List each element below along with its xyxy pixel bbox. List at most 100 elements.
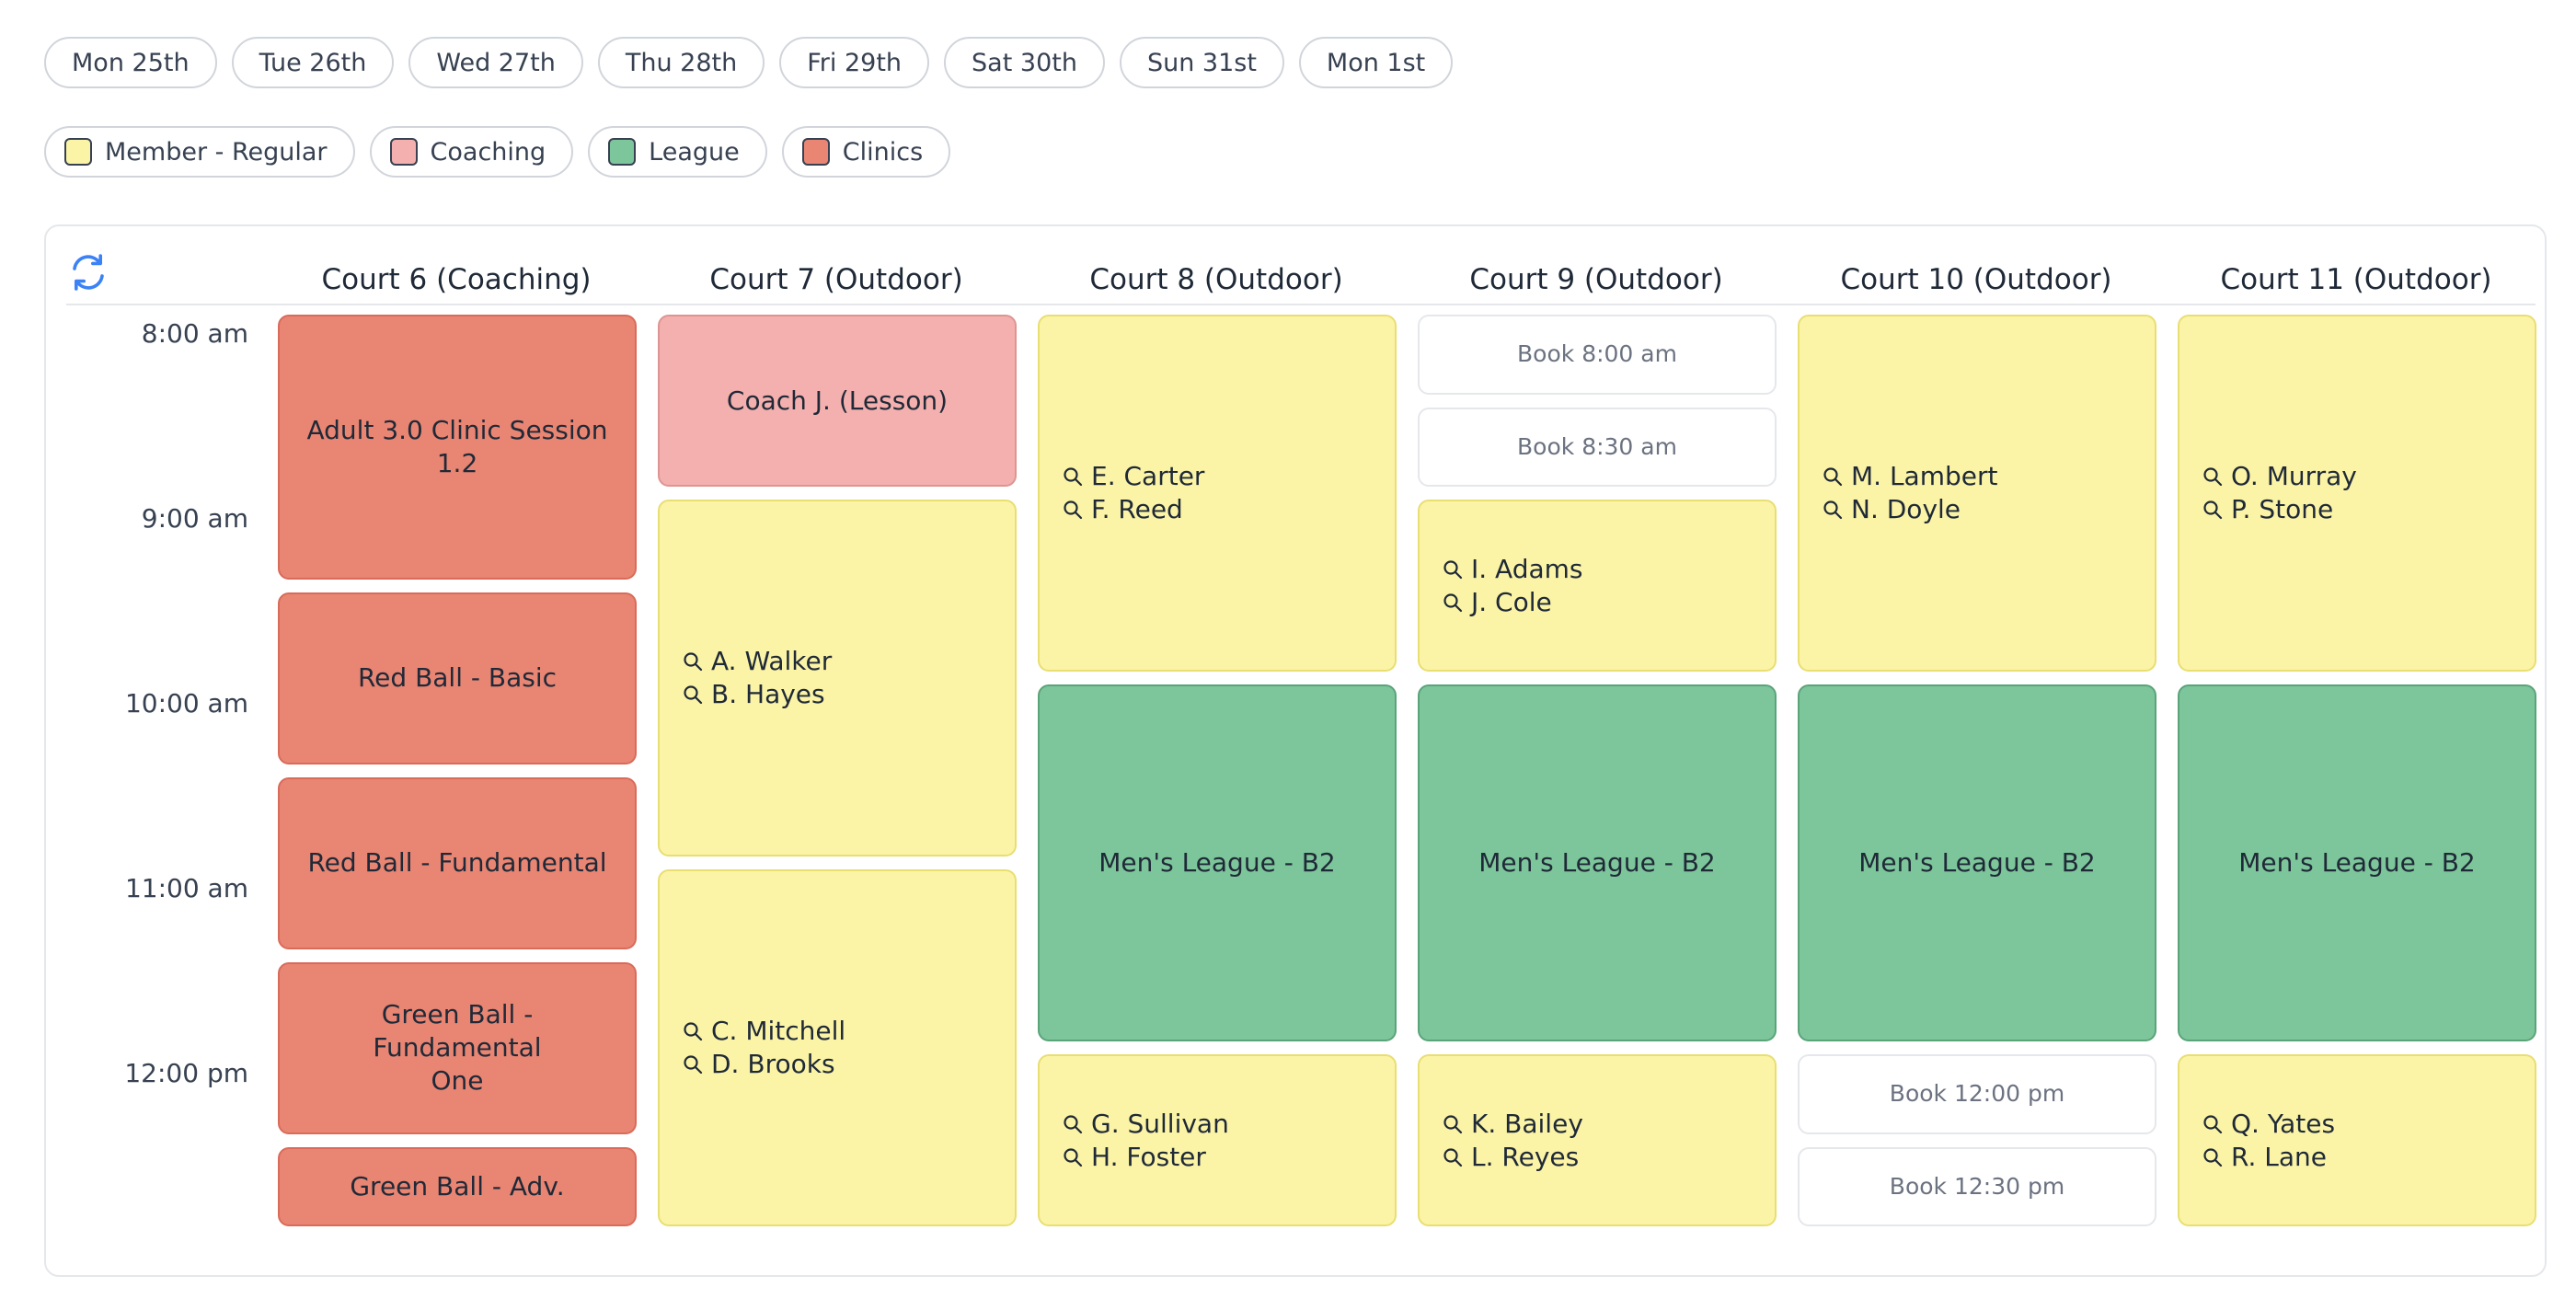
player-list: C. Mitchell D. Brooks	[682, 1015, 845, 1081]
member-slot[interactable]: Q. Yates R. Lane	[2178, 1054, 2536, 1226]
player-entry[interactable]: E. Carter	[1062, 460, 1204, 493]
player-list: A. Walker B. Hayes	[682, 645, 832, 711]
slot-label: Book 12:00 pm	[1889, 1080, 2065, 1108]
legend-label: Clinics	[842, 137, 924, 167]
day-pill[interactable]: Fri 29th	[779, 37, 930, 88]
legend-swatch	[608, 138, 637, 166]
legend-label: League	[649, 137, 740, 167]
legend-swatch	[64, 138, 92, 166]
player-entry[interactable]: Q. Yates	[2202, 1108, 2335, 1141]
member-slot[interactable]: G. Sullivan H. Foster	[1038, 1054, 1397, 1226]
player-list: M. Lambert N. Doyle	[1822, 460, 1997, 526]
player-name: N. Doyle	[1851, 494, 1961, 524]
clinic-slot[interactable]: Red Ball - Basic	[278, 592, 637, 764]
coaching-slot[interactable]: Coach J. (Lesson)	[658, 315, 1017, 487]
search-icon	[1822, 466, 1844, 488]
legend-swatch	[801, 138, 830, 166]
time-label: 11:00 am	[124, 873, 248, 903]
time-label: 8:00 am	[141, 318, 248, 349]
court-header: Court 10 (Outdoor)	[1840, 263, 2112, 296]
clinic-slot[interactable]: Green Ball - Adv.	[278, 1146, 637, 1226]
legend-swatch	[389, 138, 418, 166]
player-name: O. Murray	[2231, 461, 2357, 491]
time-label: 10:00 am	[124, 688, 248, 718]
time-label: 12:00 pm	[124, 1058, 248, 1088]
court-header: Court 7 (Outdoor)	[709, 263, 963, 296]
day-pill[interactable]: Thu 28th	[597, 37, 765, 88]
legend-item: Clinics	[781, 126, 951, 178]
legend-label: Member - Regular	[105, 137, 328, 167]
day-pill[interactable]: Mon 1st	[1298, 37, 1454, 88]
clinic-slot[interactable]: Red Ball - Fundamental	[278, 776, 637, 949]
player-entry[interactable]: C. Mitchell	[682, 1015, 845, 1048]
slot-label: Book 8:30 am	[1517, 432, 1677, 460]
member-slot[interactable]: E. Carter F. Reed	[1038, 315, 1397, 672]
slot-label: Book 12:30 pm	[1889, 1172, 2065, 1200]
search-icon	[682, 684, 704, 706]
legend-item: Member - Regular	[44, 126, 355, 178]
player-entry[interactable]: O. Murray	[2202, 460, 2357, 493]
search-icon	[1442, 1113, 1464, 1135]
player-list: E. Carter F. Reed	[1062, 460, 1204, 526]
day-pill[interactable]: Wed 27th	[408, 37, 583, 88]
header-divider	[66, 304, 2536, 305]
player-entry[interactable]: A. Walker	[682, 645, 832, 678]
player-entry[interactable]: G. Sullivan	[1062, 1108, 1229, 1141]
refresh-icon[interactable]	[66, 250, 110, 294]
day-pill[interactable]: Tue 26th	[231, 37, 395, 88]
clinic-slot[interactable]: Adult 3.0 Clinic Session 1.2	[278, 315, 637, 580]
book-slot[interactable]: Book 12:30 pm	[1798, 1146, 2156, 1226]
book-slot[interactable]: Book 8:00 am	[1418, 315, 1777, 395]
member-slot[interactable]: O. Murray P. Stone	[2178, 315, 2536, 672]
day-pill[interactable]: Sun 31st	[1119, 37, 1284, 88]
player-entry[interactable]: K. Bailey	[1442, 1108, 1583, 1141]
player-name: C. Mitchell	[711, 1016, 846, 1046]
slot-label: Book 8:00 am	[1517, 340, 1677, 368]
legend-item: Coaching	[369, 126, 574, 178]
book-slot[interactable]: Book 12:00 pm	[1798, 1054, 2156, 1134]
day-pill[interactable]: Mon 25th	[44, 37, 217, 88]
player-entry[interactable]: B. Hayes	[682, 678, 832, 711]
search-icon	[1062, 1113, 1084, 1135]
legend-label: Coaching	[430, 137, 546, 167]
search-icon	[682, 1053, 704, 1075]
search-icon	[2202, 466, 2224, 488]
day-pill[interactable]: Sat 30th	[944, 37, 1105, 88]
search-icon	[1062, 1146, 1084, 1168]
court-header: Court 8 (Outdoor)	[1089, 263, 1343, 296]
league-slot[interactable]: Men's League - B2	[1418, 684, 1777, 1041]
player-entry[interactable]: H. Foster	[1062, 1141, 1229, 1174]
player-name: Q. Yates	[2231, 1108, 2336, 1139]
day-selector: Mon 25th Tue 26th Wed 27th Thu 28th Fri 29th…	[44, 37, 1454, 88]
schedule-grid: Court 6 (Coaching) Court 7 (Outdoor) Court…	[44, 224, 2547, 1277]
player-entry[interactable]: I. Adams	[1442, 553, 1583, 586]
player-name: M. Lambert	[1851, 461, 1998, 491]
player-entry[interactable]: P. Stone	[2202, 493, 2357, 526]
player-entry[interactable]: F. Reed	[1062, 493, 1204, 526]
member-slot[interactable]: M. Lambert N. Doyle	[1798, 315, 2156, 672]
player-name: D. Brooks	[711, 1049, 835, 1079]
player-entry[interactable]: J. Cole	[1442, 586, 1583, 619]
player-entry[interactable]: L. Reyes	[1442, 1141, 1583, 1174]
slot-label: Green Ball - Fundamental One	[373, 999, 542, 1096]
player-entry[interactable]: R. Lane	[2202, 1141, 2335, 1174]
slot-label: Men's League - B2	[1098, 847, 1336, 878]
league-slot[interactable]: Men's League - B2	[1798, 684, 2156, 1041]
member-slot[interactable]: A. Walker B. Hayes	[658, 500, 1017, 856]
league-slot[interactable]: Men's League - B2	[1038, 684, 1397, 1041]
player-entry[interactable]: M. Lambert	[1822, 460, 1997, 493]
search-icon	[1062, 499, 1084, 521]
clinic-slot[interactable]: Green Ball - Fundamental One	[278, 961, 637, 1134]
player-list: K. Bailey L. Reyes	[1442, 1108, 1583, 1174]
member-slot[interactable]: I. Adams J. Cole	[1418, 500, 1777, 672]
member-slot[interactable]: K. Bailey L. Reyes	[1418, 1054, 1777, 1226]
search-icon	[2202, 499, 2224, 521]
league-slot[interactable]: Men's League - B2	[2178, 684, 2536, 1041]
book-slot[interactable]: Book 8:30 am	[1418, 407, 1777, 487]
player-list: O. Murray P. Stone	[2202, 460, 2357, 526]
player-name: H. Foster	[1091, 1141, 1206, 1172]
member-slot[interactable]: C. Mitchell D. Brooks	[658, 869, 1017, 1226]
player-entry[interactable]: N. Doyle	[1822, 493, 1997, 526]
search-icon	[1442, 592, 1464, 614]
player-entry[interactable]: D. Brooks	[682, 1048, 845, 1081]
